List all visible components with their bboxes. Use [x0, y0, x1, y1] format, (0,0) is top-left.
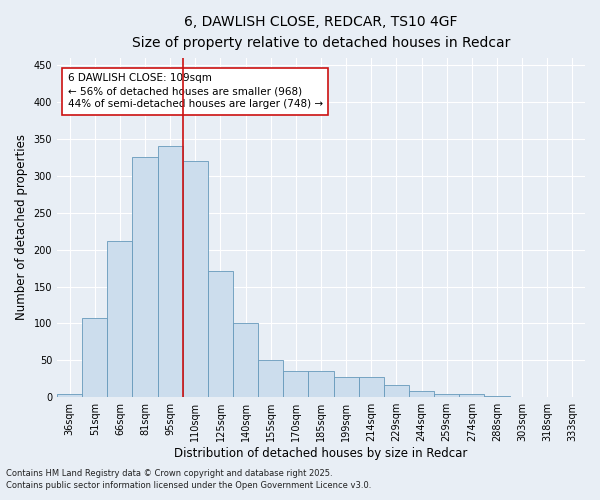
Bar [107, 242, 133, 397]
Title: 6, DAWLISH CLOSE, REDCAR, TS10 4GF
Size of property relative to detached houses : 6, DAWLISH CLOSE, REDCAR, TS10 4GF Size … [132, 15, 510, 50]
Bar [384, 386, 409, 397]
Bar [359, 376, 384, 397]
Bar [233, 324, 258, 397]
Bar [283, 372, 308, 397]
Text: Contains HM Land Registry data © Crown copyright and database right 2025.
Contai: Contains HM Land Registry data © Crown c… [6, 468, 371, 490]
Bar [57, 394, 82, 397]
Bar [334, 376, 359, 397]
Bar [308, 372, 334, 397]
Y-axis label: Number of detached properties: Number of detached properties [15, 134, 28, 320]
X-axis label: Distribution of detached houses by size in Redcar: Distribution of detached houses by size … [175, 447, 468, 460]
Bar [258, 360, 283, 397]
Bar [459, 394, 484, 397]
Bar [208, 271, 233, 397]
Bar [409, 392, 434, 397]
Bar [82, 318, 107, 397]
Text: 6 DAWLISH CLOSE: 109sqm
← 56% of detached houses are smaller (968)
44% of semi-d: 6 DAWLISH CLOSE: 109sqm ← 56% of detache… [68, 73, 323, 110]
Bar [434, 394, 459, 397]
Bar [133, 158, 158, 397]
Bar [183, 161, 208, 397]
Bar [158, 146, 183, 397]
Bar [484, 396, 509, 397]
